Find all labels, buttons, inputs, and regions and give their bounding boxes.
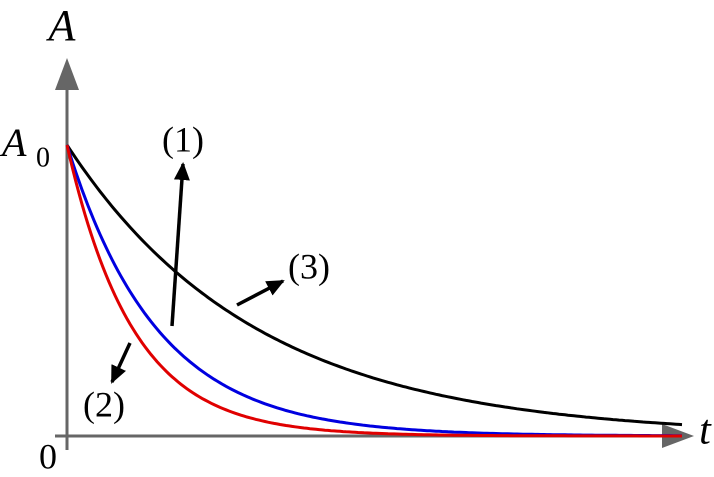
arrow-2 bbox=[110, 342, 132, 384]
y-axis-arrow bbox=[55, 58, 79, 90]
x-axis-label: t bbox=[699, 408, 712, 454]
arrow-3 bbox=[236, 279, 285, 307]
a0-subscript: 0 bbox=[36, 142, 50, 173]
curve-1 bbox=[65, 144, 682, 438]
a0-label: A bbox=[0, 120, 27, 165]
curve-2 bbox=[65, 144, 682, 438]
label-1: (1) bbox=[162, 119, 204, 159]
y-axis-label: A bbox=[46, 1, 77, 50]
label-2: (2) bbox=[83, 384, 125, 424]
arrow-1 bbox=[170, 162, 190, 327]
label-3: (3) bbox=[288, 246, 330, 286]
origin-label: 0 bbox=[39, 436, 57, 476]
curve-3 bbox=[65, 144, 683, 427]
